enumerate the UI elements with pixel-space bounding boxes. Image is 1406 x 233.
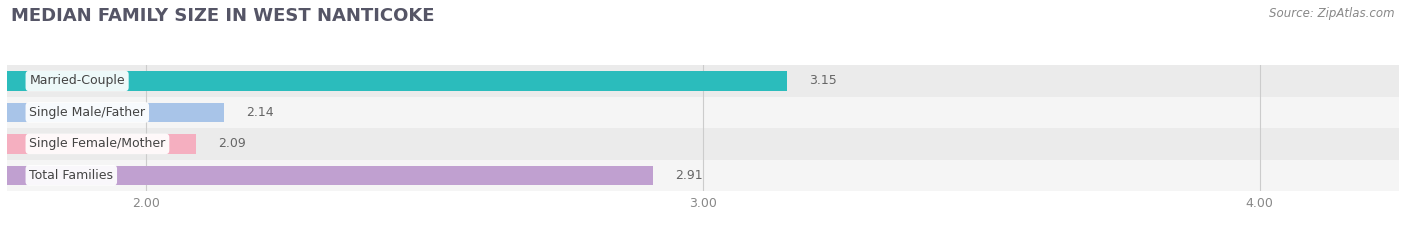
Bar: [7, 166, 652, 185]
Bar: [7, 65, 1399, 97]
Text: MEDIAN FAMILY SIZE IN WEST NANTICOKE: MEDIAN FAMILY SIZE IN WEST NANTICOKE: [11, 7, 434, 25]
Text: Single Male/Father: Single Male/Father: [30, 106, 145, 119]
Bar: [7, 71, 786, 91]
Text: Source: ZipAtlas.com: Source: ZipAtlas.com: [1270, 7, 1395, 20]
Bar: [7, 128, 1399, 160]
Text: 3.15: 3.15: [808, 75, 837, 87]
Text: Married-Couple: Married-Couple: [30, 75, 125, 87]
Bar: [7, 97, 1399, 128]
Text: Single Female/Mother: Single Female/Mother: [30, 137, 166, 150]
Bar: [7, 103, 224, 122]
Text: 2.09: 2.09: [218, 137, 246, 150]
Text: 2.14: 2.14: [246, 106, 274, 119]
Text: 2.91: 2.91: [675, 169, 703, 182]
Text: Total Families: Total Families: [30, 169, 114, 182]
Bar: [7, 160, 1399, 191]
Bar: [7, 134, 197, 154]
